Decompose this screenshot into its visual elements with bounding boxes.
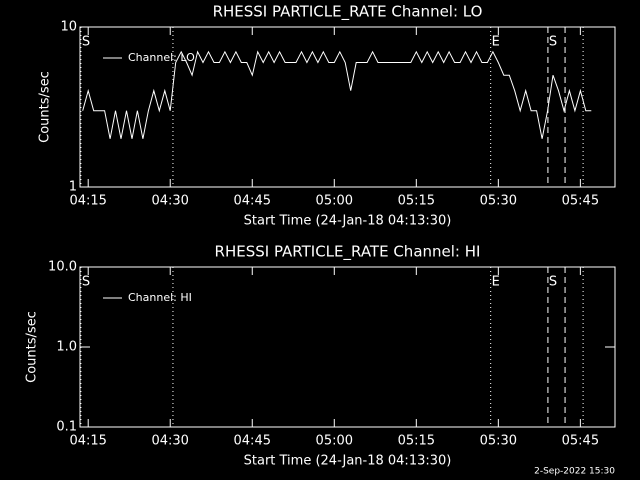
marker-label: S [549, 35, 557, 50]
plot-frame [79, 26, 616, 188]
y-tick-label: 1.0 [56, 340, 77, 355]
legend-label: Channel: HI [128, 291, 192, 304]
y-tick-label: 1 [69, 180, 77, 195]
x-tick-label: 04:30 [151, 434, 188, 449]
footer: 2-Sep-2022 15:30 [534, 467, 615, 477]
x-tick-label: 05:00 [316, 194, 353, 209]
x-tick-label: 04:15 [69, 194, 106, 209]
y-tick-label: 10 [60, 20, 77, 35]
x-tick-label: 05:45 [562, 194, 599, 209]
marker-label: E [492, 35, 500, 50]
x-tick-label: 04:45 [234, 434, 271, 449]
x-tick-label: 04:15 [69, 434, 106, 449]
x-tick-label: 05:45 [562, 434, 599, 449]
marker-label: S [549, 275, 557, 290]
legend-label: Channel: LO [128, 51, 195, 64]
x-tick-label: 05:30 [480, 434, 517, 449]
marker-label: E [492, 275, 500, 290]
chart-title: RHESSI PARTICLE_RATE Channel: HI [215, 243, 481, 262]
x-tick-label: 04:30 [151, 194, 188, 209]
y-tick-label: 0.1 [56, 420, 77, 435]
x-tick-label: 05:30 [480, 194, 517, 209]
x-tick-label: 05:15 [398, 434, 435, 449]
chart-title: RHESSI PARTICLE_RATE Channel: LO [213, 3, 483, 22]
x-tick-label: 05:15 [398, 194, 435, 209]
marker-label: S [82, 35, 90, 50]
y-axis-label: Counts/sec [38, 71, 53, 143]
y-tick-label: 10.0 [48, 260, 77, 275]
x-axis-label: Start Time (24-Jan-18 04:13:30) [244, 454, 452, 469]
data-line [82, 50, 592, 139]
x-tick-label: 04:45 [234, 194, 271, 209]
y-axis-label: Counts/sec [25, 311, 40, 383]
x-tick-label: 05:00 [316, 434, 353, 449]
marker-label: S [82, 275, 90, 290]
x-axis-label: Start Time (24-Jan-18 04:13:30) [244, 214, 452, 229]
